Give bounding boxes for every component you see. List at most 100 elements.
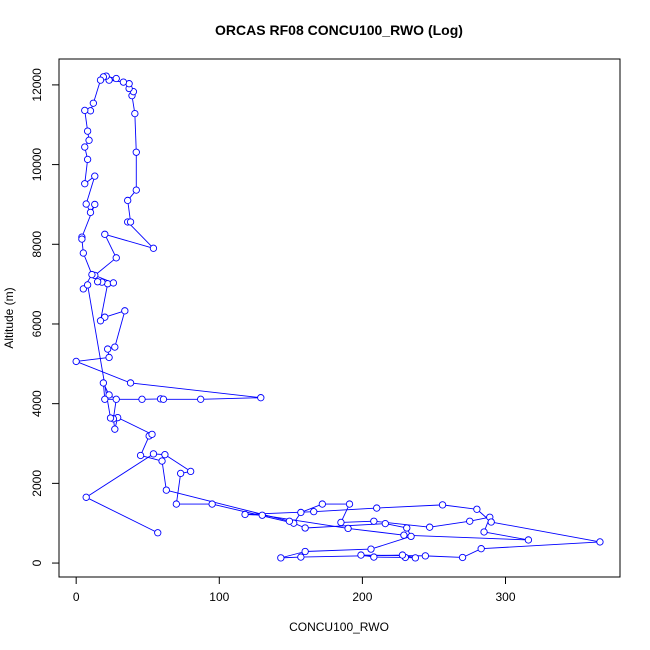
data-point xyxy=(277,554,285,562)
data-point xyxy=(106,414,115,422)
data-point xyxy=(438,501,447,509)
series-segment xyxy=(164,454,191,472)
series-segment xyxy=(166,489,290,522)
series-layer xyxy=(72,72,604,562)
data-point xyxy=(96,76,105,84)
y-tick-label: 2000 xyxy=(30,470,44,497)
data-point xyxy=(121,307,129,315)
data-point xyxy=(458,553,467,562)
data-point xyxy=(257,394,265,402)
data-point xyxy=(381,519,389,528)
data-point xyxy=(79,249,87,257)
data-point xyxy=(88,270,96,279)
series-segment xyxy=(200,397,261,400)
x-tick-label: 100 xyxy=(209,590,229,604)
y-tick-label: 8000 xyxy=(30,231,44,258)
series-segment xyxy=(76,357,110,362)
series-segment xyxy=(85,176,96,205)
data-point xyxy=(297,553,305,561)
data-point xyxy=(367,545,375,553)
series-segment xyxy=(94,257,117,276)
data-point xyxy=(187,467,195,476)
data-point xyxy=(370,553,378,561)
y-tick-label: 6000 xyxy=(30,310,44,337)
data-point xyxy=(105,391,113,399)
series-segment xyxy=(300,503,323,513)
series-segment xyxy=(483,531,529,541)
y-tick-label: 0 xyxy=(30,559,44,566)
data-point xyxy=(301,547,309,556)
series-segment xyxy=(425,555,463,558)
data-point xyxy=(119,78,128,86)
series-segment xyxy=(376,504,443,509)
data-point xyxy=(91,172,99,180)
data-point xyxy=(148,430,156,439)
x-axis-label: CONCU100_RWO xyxy=(289,620,389,634)
series-segment xyxy=(403,534,529,541)
series-segment xyxy=(280,551,306,559)
data-point xyxy=(126,379,135,387)
data-point xyxy=(241,510,249,519)
data-point xyxy=(466,517,474,525)
series-segment xyxy=(104,234,117,259)
series-segment xyxy=(300,554,403,558)
series-segment xyxy=(114,310,126,348)
data-point xyxy=(159,395,168,403)
series-segment xyxy=(85,496,158,534)
data-point xyxy=(149,450,158,458)
y-axis: 0 2000 4000 6000 8000 10000 12000 xyxy=(30,68,60,566)
data-point xyxy=(124,196,132,205)
series-segment xyxy=(104,233,154,249)
data-point xyxy=(318,500,326,508)
y-axis-label: Altitude (m) xyxy=(2,287,16,348)
data-point xyxy=(112,395,120,403)
series-segment xyxy=(385,523,407,529)
series-segment xyxy=(84,159,89,184)
y-tick-label: 12000 xyxy=(30,68,44,102)
data-point xyxy=(172,500,181,508)
data-point xyxy=(81,143,89,151)
data-point xyxy=(109,279,118,287)
x-axis: 0 100 200 300 xyxy=(73,576,516,604)
data-point xyxy=(105,353,113,362)
series-segment xyxy=(117,417,153,435)
series-segment xyxy=(305,548,372,552)
data-point xyxy=(86,208,95,217)
data-point xyxy=(83,155,92,164)
y-tick-label: 10000 xyxy=(30,148,44,182)
data-point xyxy=(112,254,120,262)
data-point xyxy=(524,536,533,544)
data-point xyxy=(357,551,365,559)
series-segment xyxy=(82,252,93,275)
data-point xyxy=(112,74,120,83)
series-segment xyxy=(491,521,601,543)
data-point xyxy=(477,545,485,553)
data-point xyxy=(132,186,140,194)
x-tick-label: 0 xyxy=(73,590,80,604)
data-point xyxy=(426,523,434,531)
data-point xyxy=(162,486,170,494)
data-point xyxy=(83,127,92,135)
data-point xyxy=(411,554,419,562)
chart-title: ORCAS RF08 CONCU100_RWO (Log) xyxy=(215,22,463,38)
series-segment xyxy=(92,79,101,104)
series-segment xyxy=(175,473,182,505)
series-segment xyxy=(140,455,163,462)
series-segment xyxy=(161,460,167,491)
data-point xyxy=(78,235,86,243)
data-point xyxy=(310,508,318,516)
data-point xyxy=(104,345,112,353)
series-segment xyxy=(313,507,377,513)
series-segment xyxy=(429,520,470,528)
data-point xyxy=(301,524,309,532)
data-point xyxy=(93,278,102,286)
data-point xyxy=(136,451,145,460)
data-point xyxy=(82,200,90,208)
series-segment xyxy=(212,503,294,524)
data-point xyxy=(101,230,109,238)
series-segment xyxy=(127,221,154,249)
data-point xyxy=(403,524,411,532)
data-point xyxy=(154,529,162,537)
